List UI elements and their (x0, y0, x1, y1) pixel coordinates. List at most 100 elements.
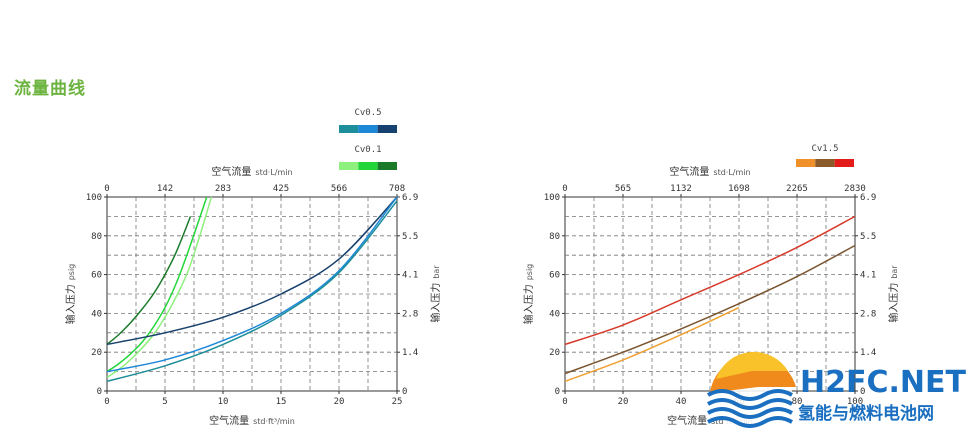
logo-wave-icon (707, 389, 793, 401)
x-bottom-axis-label: 空气流量 (667, 414, 707, 427)
y-left-axis-unit: psig (525, 264, 534, 281)
y-left-axis-unit: psig (67, 264, 76, 281)
x-bottom-axis-title: 空气流量 std·ft³/min (209, 414, 295, 427)
x-tick-label: 0 (104, 397, 109, 407)
x-tick-label: 20 (618, 397, 629, 407)
legend-label: Cv1.5 (811, 144, 838, 154)
x-top-tick-label: 142 (157, 184, 173, 194)
legend-label: Cv0.1 (354, 145, 381, 155)
legend-swatch (358, 125, 378, 133)
x-top-tick-label: 1698 (728, 184, 750, 194)
series-line-4 (106, 196, 398, 346)
h2fc-logo-watermark: H2FC.NET 氢能与燃料电池网 (707, 351, 966, 433)
series-line-2 (106, 196, 208, 373)
y-right-axis-unit: bar (890, 265, 899, 279)
y-left-axis-title: 输入压力 psig (64, 264, 77, 325)
logo-site-name: 氢能与燃料电池网 (798, 403, 934, 424)
y-right-tick-label: 6.9 (860, 193, 876, 203)
y-right-tick-label: 5.5 (402, 232, 418, 242)
logo-text: H2FC.NET (800, 365, 966, 400)
y-tick-label: 80 (549, 232, 560, 242)
y-tick-label: 40 (91, 309, 102, 319)
series-line-6 (106, 200, 398, 383)
legend-swatch (796, 159, 816, 167)
logo-wave-icon (707, 407, 793, 419)
series-line-1 (564, 215, 856, 346)
x-top-axis-title: 空气流量 std·L/min (211, 165, 292, 178)
x-top-tick-label: 708 (389, 184, 405, 194)
legend-swatch (358, 162, 378, 170)
x-top-tick-label: 2265 (786, 184, 808, 194)
x-tick-label: 40 (676, 397, 687, 407)
x-tick-label: 0 (562, 397, 567, 407)
y-tick-label: 80 (91, 232, 102, 242)
x-tick-label: 10 (218, 397, 229, 407)
x-tick-label: 80 (792, 397, 803, 407)
y-tick-label: 60 (91, 271, 102, 281)
series-line-2 (564, 244, 856, 375)
y-right-tick-label: 6.9 (402, 193, 418, 203)
y-right-tick-label: 2.8 (402, 309, 418, 319)
y-right-tick-label: 0 (402, 387, 407, 397)
y-right-tick-label: 1.4 (402, 348, 418, 358)
x-tick-label: 15 (276, 397, 287, 407)
legend-label: Cv0.5 (354, 108, 381, 118)
chart-2: 0204060801000565113216982265283002040608… (522, 144, 900, 427)
y-tick-label: 20 (91, 348, 102, 358)
legend-swatch (339, 125, 359, 133)
x-top-tick-label: 2830 (844, 184, 866, 194)
y-tick-label: 20 (549, 348, 560, 358)
x-tick-label: 20 (334, 397, 345, 407)
x-tick-label: 25 (392, 397, 403, 407)
x-top-tick-label: 1132 (670, 184, 692, 194)
legend-swatch (377, 162, 397, 170)
y-tick-label: 100 (544, 193, 560, 203)
y-right-axis-label: 输入压力 (887, 283, 900, 323)
series-line-1 (106, 216, 192, 346)
y-tick-label: 100 (86, 193, 102, 203)
x-bottom-axis-unit: std·ft³/min (253, 417, 295, 426)
y-tick-label: 0 (97, 387, 102, 397)
y-right-axis-title: 输入压力 bar (887, 265, 900, 323)
y-tick-label: 40 (549, 309, 560, 319)
y-left-axis-title: 输入压力 psig (522, 264, 535, 325)
y-right-axis-unit: bar (432, 265, 441, 279)
x-top-axis-unit: std·L/min (713, 168, 750, 177)
logo-sun-highlight (716, 351, 788, 379)
legend-swatch (339, 162, 359, 170)
page-title: 流量曲线 (14, 79, 86, 99)
y-tick-label: 60 (549, 271, 560, 281)
x-top-tick-label: 565 (615, 184, 631, 194)
y-right-tick-label: 1.4 (860, 348, 876, 358)
x-tick-label: 100 (847, 397, 863, 407)
x-top-axis-label: 空气流量 (669, 165, 709, 178)
x-top-axis-title: 空气流量 std·L/min (669, 165, 750, 178)
y-right-tick-label: 4.1 (860, 271, 876, 281)
y-right-axis-label: 输入压力 (429, 283, 442, 323)
y-right-tick-label: 4.1 (402, 271, 418, 281)
y-tick-label: 0 (555, 387, 560, 397)
x-bottom-axis-label: 空气流量 (209, 414, 249, 427)
series-line-3 (564, 306, 740, 383)
y-right-tick-label: 2.8 (860, 309, 876, 319)
x-top-tick-label: 0 (104, 184, 109, 194)
y-left-axis-label: 输入压力 (522, 284, 535, 324)
series-line-3 (106, 196, 213, 379)
logo-wave-icon (707, 398, 793, 410)
series-line-5 (106, 196, 398, 373)
x-tick-label: 5 (162, 397, 167, 407)
y-right-axis-title: 输入压力 bar (429, 265, 442, 323)
chart-1: 0 5 10 15 20 250 142 283 425 566 70802040608010001… (64, 108, 442, 427)
legend-swatch (815, 159, 835, 167)
logo-wave-icon (707, 416, 793, 428)
x-top-tick-label: 283 (215, 184, 231, 194)
x-top-tick-label: 425 (273, 184, 289, 194)
legend-swatch (834, 159, 854, 167)
x-top-axis-unit: std·L/min (255, 168, 292, 177)
y-right-tick-label: 0 (860, 387, 865, 397)
x-top-tick-label: 566 (331, 184, 347, 194)
y-right-tick-label: 5.5 (860, 232, 876, 242)
legend-swatch (377, 125, 397, 133)
x-top-tick-label: 0 (562, 184, 567, 194)
